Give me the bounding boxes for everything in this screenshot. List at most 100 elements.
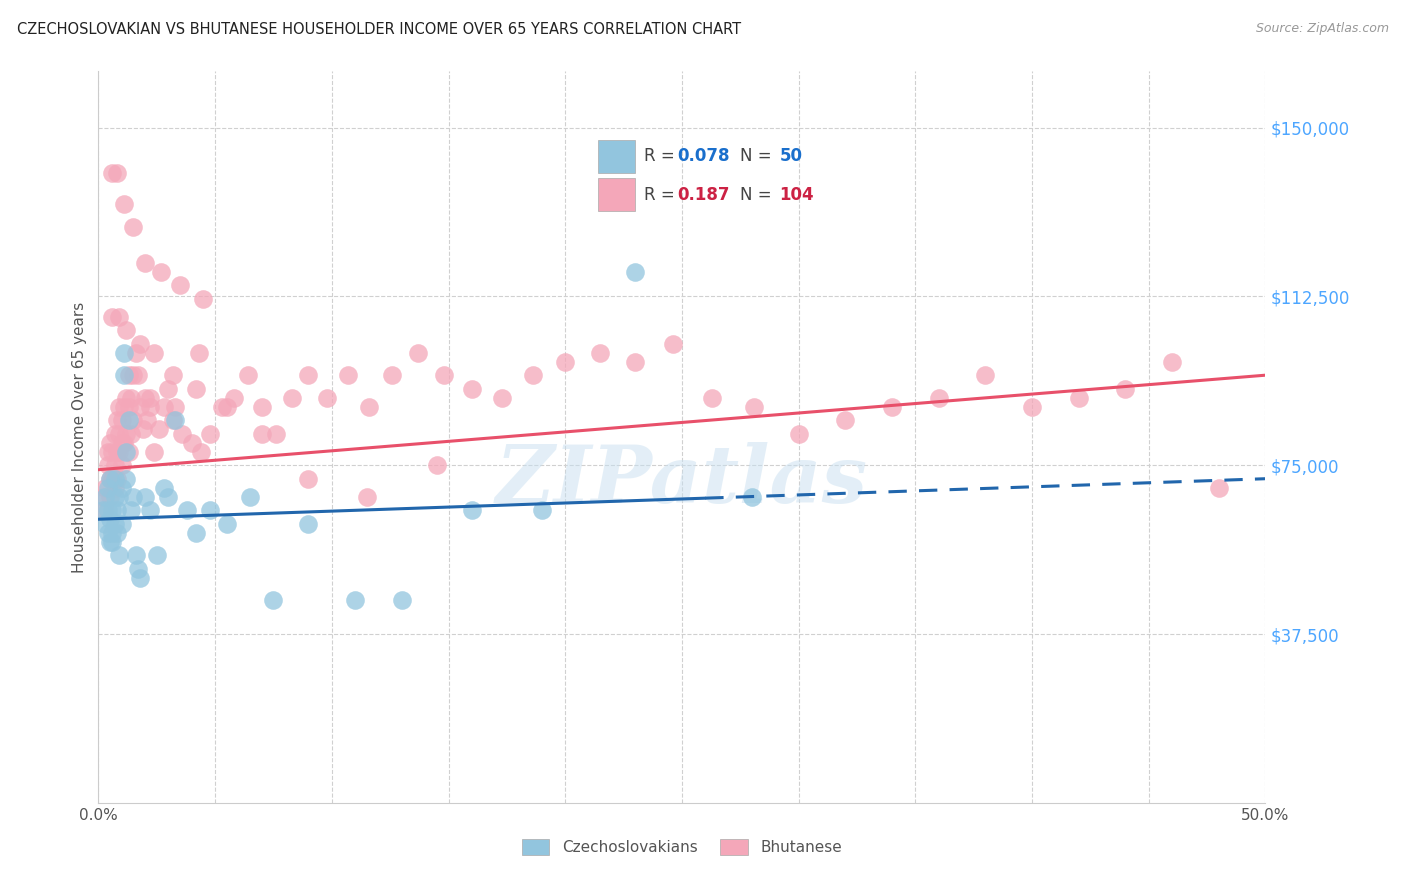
Point <box>118 444 141 458</box>
Point <box>180 435 202 450</box>
Point <box>187 345 209 359</box>
Point <box>974 368 997 383</box>
Point <box>104 516 127 531</box>
Text: CZECHOSLOVAKIAN VS BHUTANESE HOUSEHOLDER INCOME OVER 65 YEARS CORRELATION CHART: CZECHOSLOVAKIAN VS BHUTANESE HOUSEHOLDER… <box>17 22 741 37</box>
Point <box>115 444 138 458</box>
Point <box>101 534 124 549</box>
Point <box>433 368 456 383</box>
Point <box>112 368 135 383</box>
Point <box>139 391 162 405</box>
Point <box>101 310 124 324</box>
Point <box>1208 481 1230 495</box>
Point <box>118 413 141 427</box>
Point <box>134 255 156 269</box>
Point <box>165 413 187 427</box>
Point <box>491 391 513 405</box>
Point <box>236 368 259 383</box>
Point <box>661 336 683 351</box>
Point <box>880 400 903 414</box>
Point <box>132 422 155 436</box>
Point <box>787 426 810 441</box>
Point <box>461 382 484 396</box>
Point <box>115 426 138 441</box>
Point <box>118 400 141 414</box>
Point <box>250 400 273 414</box>
Point <box>111 435 134 450</box>
Point <box>97 503 120 517</box>
Point <box>406 345 429 359</box>
Text: R =: R = <box>644 186 679 204</box>
Text: N =: N = <box>740 186 778 204</box>
Y-axis label: Householder Income Over 65 years: Householder Income Over 65 years <box>72 301 87 573</box>
Point <box>928 391 950 405</box>
Point <box>127 368 149 383</box>
Point <box>127 562 149 576</box>
Point <box>125 345 148 359</box>
Point <box>129 571 152 585</box>
Point <box>391 593 413 607</box>
Point <box>111 481 134 495</box>
Point <box>222 391 245 405</box>
Point <box>94 503 117 517</box>
Text: 0.187: 0.187 <box>678 186 730 204</box>
Point <box>589 345 612 359</box>
Point <box>344 593 367 607</box>
Point <box>359 400 381 414</box>
Point <box>94 490 117 504</box>
Point <box>162 368 184 383</box>
Point <box>98 490 121 504</box>
Point <box>139 503 162 517</box>
Point <box>316 391 339 405</box>
Point <box>105 166 128 180</box>
Point <box>91 490 114 504</box>
Point <box>143 345 166 359</box>
Point <box>624 265 647 279</box>
Point <box>741 490 763 504</box>
Point <box>186 525 208 540</box>
Point <box>98 472 121 486</box>
Point <box>105 444 128 458</box>
Point <box>742 400 765 414</box>
Point <box>169 278 191 293</box>
Point <box>1161 354 1184 368</box>
Point <box>101 166 124 180</box>
Text: N =: N = <box>740 147 778 166</box>
Point <box>97 458 120 473</box>
Point <box>165 400 187 414</box>
Point <box>530 503 553 517</box>
Point <box>104 490 127 504</box>
Point <box>186 382 208 396</box>
Point <box>146 548 169 562</box>
Point <box>281 391 304 405</box>
Point <box>834 413 856 427</box>
Point <box>157 382 180 396</box>
Point <box>120 391 142 405</box>
Point <box>262 593 284 607</box>
Point <box>108 426 131 441</box>
Text: 104: 104 <box>780 186 814 204</box>
Point <box>98 472 121 486</box>
Point <box>101 444 124 458</box>
Point <box>101 472 124 486</box>
Point <box>193 292 215 306</box>
Point <box>176 503 198 517</box>
Point <box>157 490 180 504</box>
Point <box>118 368 141 383</box>
Point <box>98 512 121 526</box>
Point <box>356 490 378 504</box>
Point <box>104 481 127 495</box>
Point <box>211 400 233 414</box>
Point <box>150 265 173 279</box>
Point <box>105 413 128 427</box>
Point <box>112 400 135 414</box>
Point <box>111 413 134 427</box>
Point <box>101 503 124 517</box>
Point <box>702 391 724 405</box>
Point <box>122 413 145 427</box>
Point <box>104 472 127 486</box>
Point <box>129 400 152 414</box>
Point <box>112 345 135 359</box>
Point <box>554 354 576 368</box>
Point <box>624 354 647 368</box>
Point <box>522 368 544 383</box>
